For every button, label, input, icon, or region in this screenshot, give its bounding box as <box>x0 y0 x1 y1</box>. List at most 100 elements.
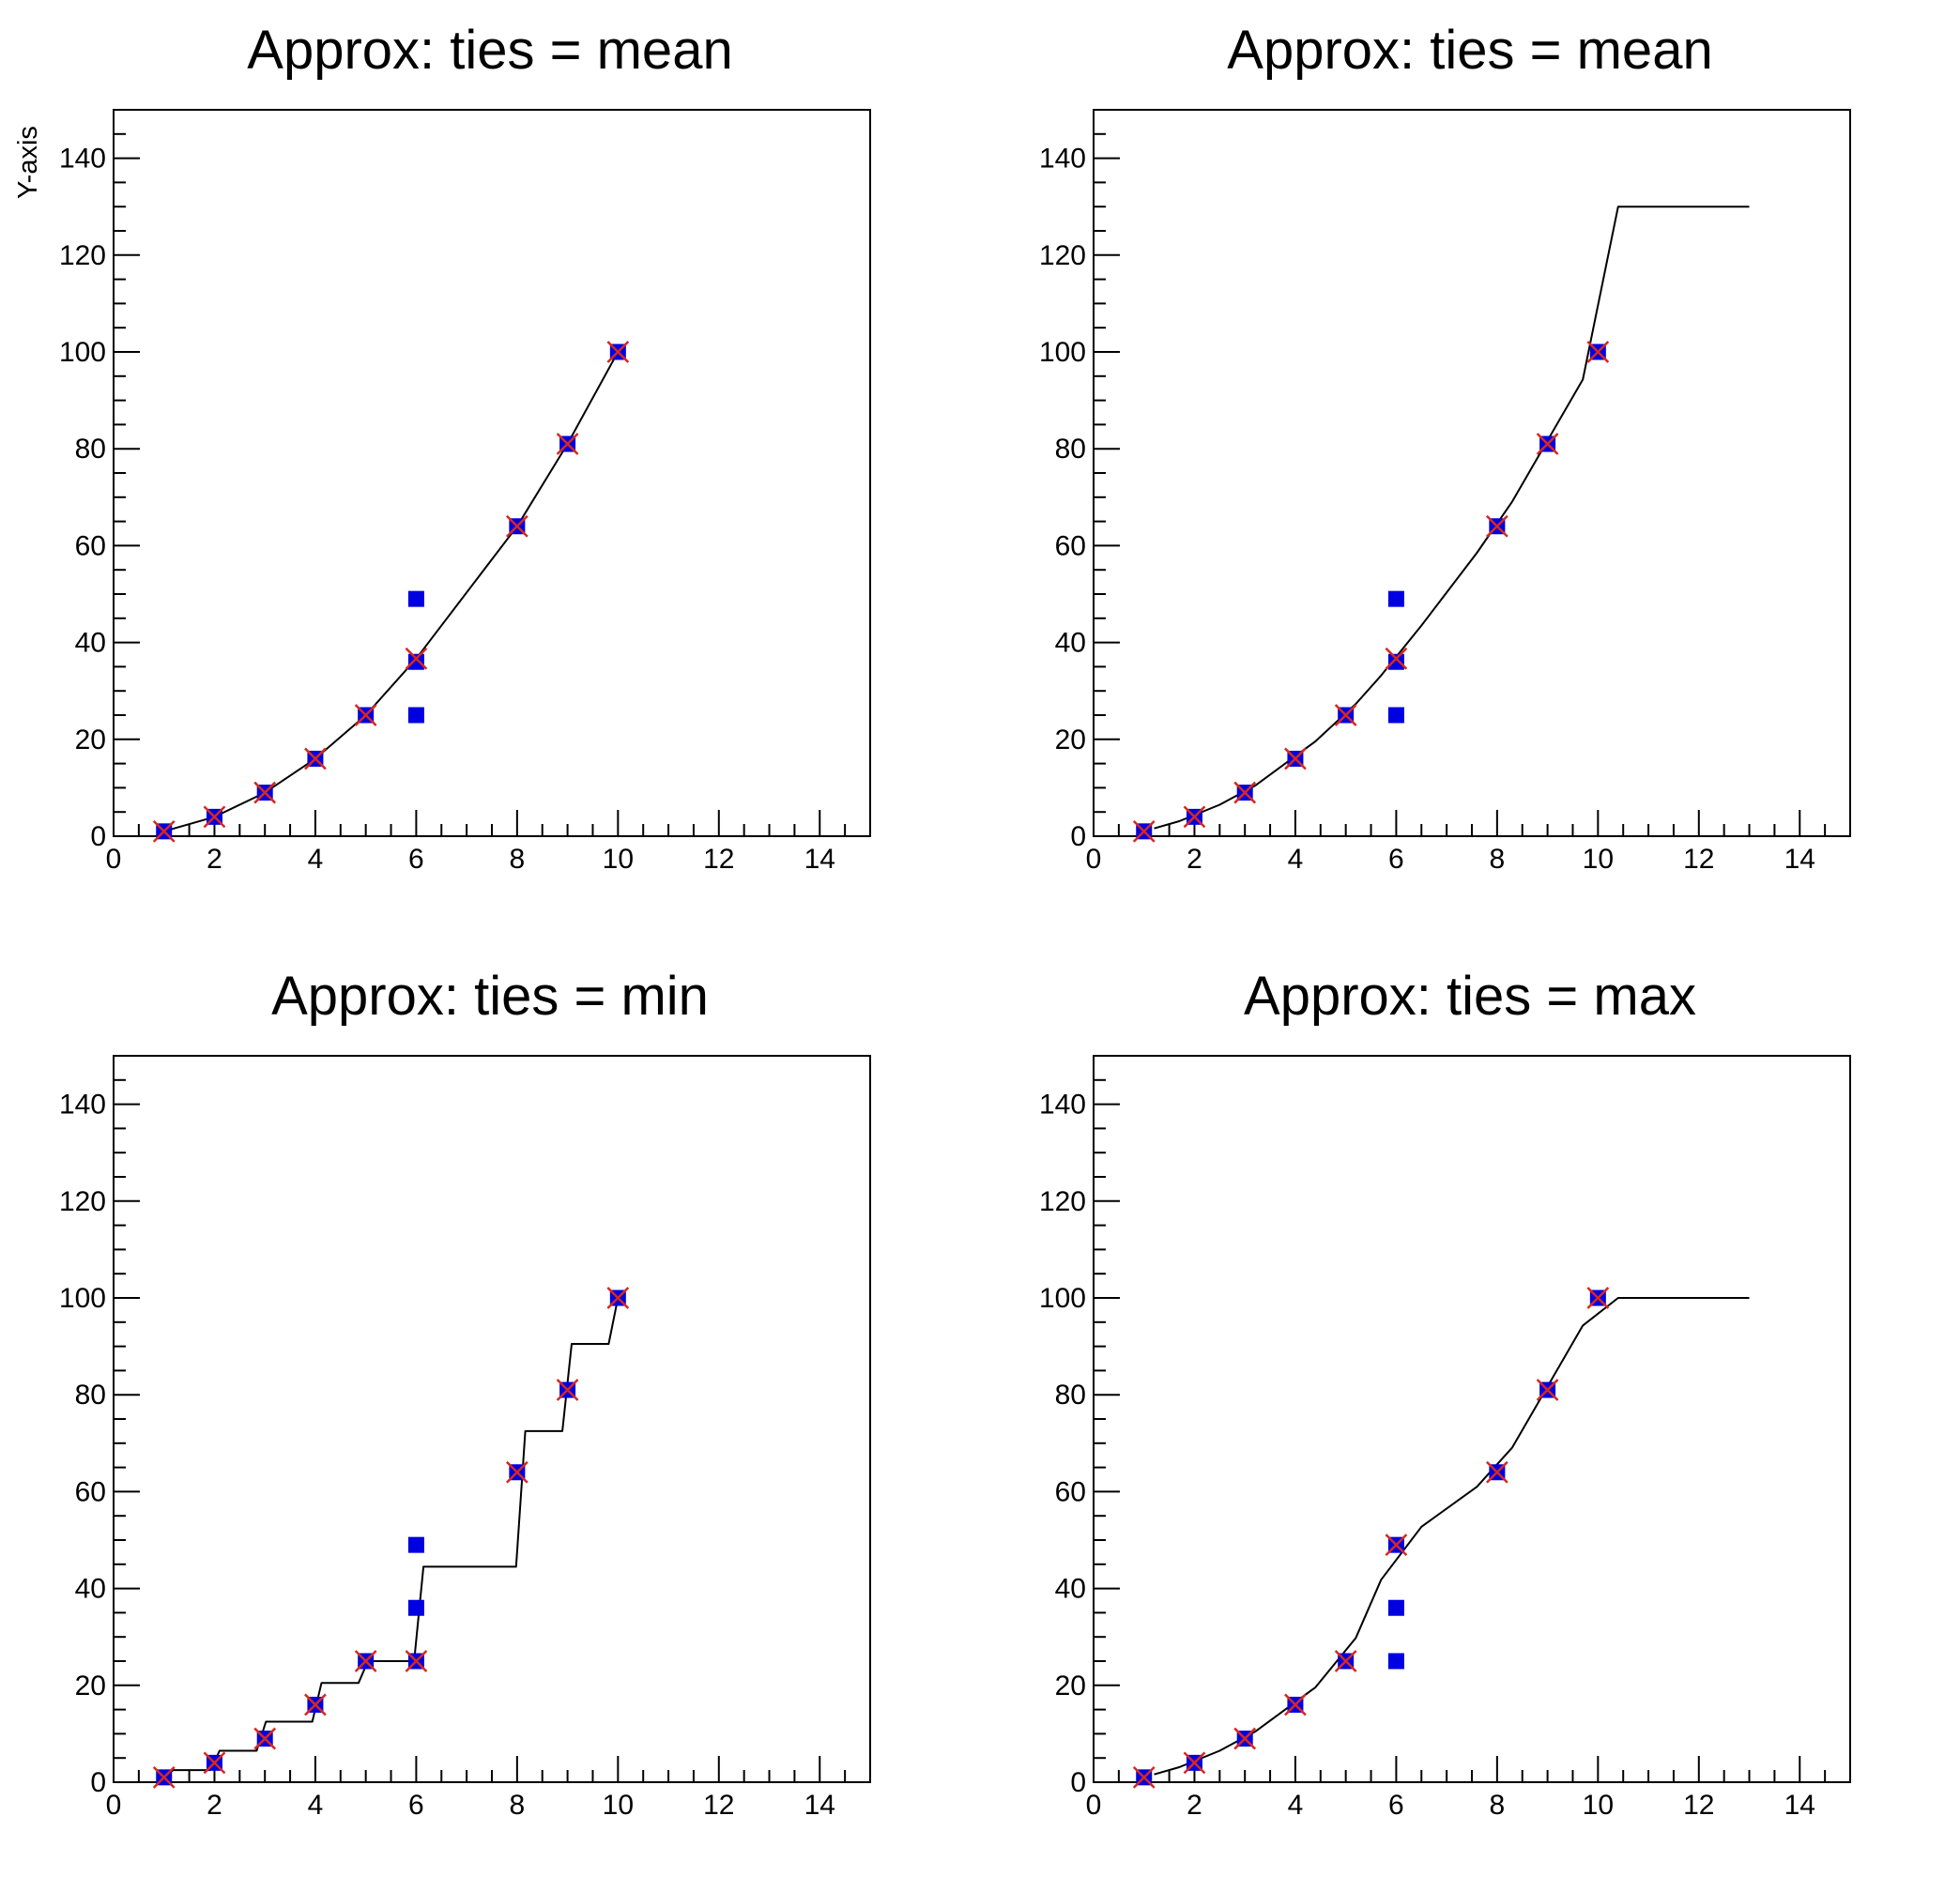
knot-x-marker <box>354 704 377 726</box>
y-tick-label: 40 <box>1055 1574 1086 1605</box>
pad-2-ties-mean-xout: Approx: ties = mean 0 2 4 6 8 10 12 14 0 20 40 60 80… <box>980 0 1960 946</box>
knot-x-marker <box>505 1460 528 1484</box>
approx-line <box>163 1297 620 1778</box>
x-tick-label: 12 <box>1683 1790 1714 1821</box>
knot-x-marker <box>253 781 277 804</box>
knot-x-marker <box>1233 1727 1257 1750</box>
pad-4-ties-max: Approx: ties = max 0 2 4 6 8 10 12 14 0 20 40 60 80 1… <box>980 946 1960 1892</box>
knot-x-marker <box>1284 1693 1307 1717</box>
data-point-square-marker <box>1387 1653 1404 1670</box>
knot-x-marker <box>304 747 327 771</box>
x-tick-label: 10 <box>1583 844 1614 875</box>
knot-x-marker <box>1132 819 1156 843</box>
y-tick-label: 120 <box>1039 240 1086 271</box>
y-tick-label: 20 <box>1055 1671 1086 1701</box>
x-tick-label: 14 <box>804 844 835 875</box>
knot-x-marker <box>405 1650 428 1672</box>
y-tick-label: 100 <box>1039 337 1086 368</box>
y-tick-label: 0 <box>90 1767 106 1798</box>
knot-x-marker <box>1385 1533 1408 1557</box>
knot-x-marker <box>152 1765 176 1789</box>
x-tick-label: 10 <box>603 844 634 875</box>
knot-x-marker <box>354 1650 377 1672</box>
y-tick-label: 20 <box>75 1671 106 1701</box>
x-tick-label: 2 <box>207 1790 222 1821</box>
knot-x-marker <box>1334 1650 1357 1672</box>
data-point-square-marker <box>1387 653 1404 670</box>
x-tick-label: 10 <box>1583 1790 1614 1821</box>
y-tick-label: 80 <box>1055 434 1086 465</box>
approx-line <box>1154 206 1750 830</box>
x-tick-label: 4 <box>308 844 324 875</box>
x-tick-label: 12 <box>1683 844 1714 875</box>
y-tick-label: 0 <box>90 821 106 852</box>
y-tick-label: 20 <box>75 725 106 755</box>
y-tick-label: 20 <box>1055 725 1086 755</box>
knot-x-marker <box>1233 781 1257 804</box>
knot-x-marker <box>1536 1379 1559 1401</box>
x-tick-label: 4 <box>308 1790 324 1821</box>
panel-title: Approx: ties = mean <box>1227 20 1713 81</box>
plot-frame <box>1093 1055 1851 1783</box>
approx-line <box>1154 1297 1750 1776</box>
x-tick-label: 0 <box>1086 1790 1102 1821</box>
x-tick-label: 6 <box>408 1790 424 1821</box>
data-point-square-marker <box>1387 590 1404 607</box>
y-tick-label: 120 <box>1039 1186 1086 1217</box>
y-tick-label: 40 <box>1055 628 1086 659</box>
knot-x-marker <box>606 341 630 363</box>
data-point-square-marker <box>1387 1599 1404 1616</box>
x-tick-label: 8 <box>1490 1790 1506 1821</box>
y-tick-label: 40 <box>75 628 106 659</box>
knot-x-marker <box>606 1287 630 1309</box>
knot-x-marker <box>304 1693 327 1717</box>
panel-title: Approx: ties = mean <box>247 20 733 81</box>
data-point-square-marker <box>1387 707 1404 724</box>
knot-x-marker <box>203 805 226 829</box>
plot-frame <box>1093 109 1851 837</box>
x-tick-label: 6 <box>1388 844 1404 875</box>
knot-x-marker <box>1485 1460 1508 1484</box>
x-tick-label: 12 <box>703 844 734 875</box>
y-tick-label: 100 <box>59 337 106 368</box>
x-tick-label: 6 <box>1388 1790 1404 1821</box>
y-tick-label: 60 <box>75 530 106 561</box>
knot-x-marker <box>1586 341 1610 363</box>
x-tick-label: 12 <box>703 1790 734 1821</box>
knot-x-marker <box>1385 647 1408 670</box>
y-tick-label: 80 <box>75 1380 106 1411</box>
panel-title: Approx: ties = min <box>271 966 709 1027</box>
knot-x-marker <box>1183 1751 1206 1775</box>
x-tick-label: 2 <box>207 844 222 875</box>
knot-x-marker <box>556 433 579 455</box>
x-tick-label: 4 <box>1288 1790 1304 1821</box>
x-tick-label: 0 <box>106 1790 122 1821</box>
x-tick-label: 14 <box>1784 1790 1815 1821</box>
knot-x-marker <box>1586 1287 1610 1309</box>
x-tick-label: 2 <box>1187 1790 1202 1821</box>
knot-x-marker <box>1132 1765 1156 1789</box>
knot-x-marker <box>1485 514 1508 538</box>
x-tick-label: 6 <box>408 844 424 875</box>
y-tick-label: 140 <box>1039 144 1086 175</box>
x-tick-label: 8 <box>510 844 526 875</box>
knot-x-marker <box>1284 747 1307 771</box>
y-tick-label: 120 <box>59 1186 106 1217</box>
x-tick-label: 2 <box>1187 844 1202 875</box>
data-point-square-marker <box>407 707 424 724</box>
knot-x-marker <box>203 1751 226 1775</box>
x-tick-label: 4 <box>1288 844 1304 875</box>
x-tick-label: 10 <box>603 1790 634 1821</box>
x-tick-label: 8 <box>1490 844 1506 875</box>
y-tick-label: 120 <box>59 240 106 271</box>
knot-x-marker <box>1183 805 1206 829</box>
y-tick-label: 140 <box>59 1090 106 1121</box>
approx-line <box>163 351 620 832</box>
knot-x-marker <box>405 647 428 670</box>
knot-x-marker <box>253 1727 277 1750</box>
